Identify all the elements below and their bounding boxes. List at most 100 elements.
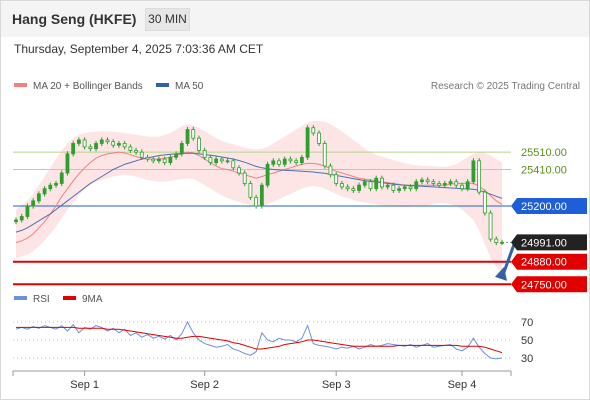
candle	[19, 213, 24, 223]
candle-body	[242, 172, 247, 184]
level-label-text: 24991.00	[521, 237, 567, 249]
bollinger-band	[16, 120, 502, 273]
candle	[25, 203, 30, 220]
x-tick-label: Sep 3	[322, 379, 351, 391]
legend-rsi-ma-label: 9MA	[82, 294, 103, 305]
candle	[448, 179, 453, 187]
candle	[460, 182, 464, 192]
candle	[477, 158, 482, 195]
candle	[317, 130, 321, 147]
rsi-swatch	[14, 296, 27, 301]
candle	[48, 182, 53, 192]
candle-body	[111, 141, 116, 146]
candle	[482, 189, 487, 216]
level-label-bg	[511, 276, 587, 293]
candle	[282, 156, 287, 167]
candle	[71, 140, 76, 157]
candle-body	[494, 238, 499, 243]
candle	[248, 180, 253, 200]
level-label-text: 24880.00	[521, 257, 567, 269]
candle	[362, 179, 367, 188]
candle-body	[442, 183, 447, 186]
candle	[145, 154, 150, 162]
candle	[208, 154, 213, 166]
candle	[305, 125, 310, 160]
candle-body	[328, 165, 333, 176]
candle	[391, 182, 396, 193]
candle	[385, 182, 390, 190]
candle-body	[340, 183, 344, 188]
candle	[368, 179, 373, 192]
candle-body	[334, 174, 339, 184]
level-label-bg	[511, 198, 587, 215]
candle	[168, 154, 173, 166]
ma50-line	[15, 152, 503, 233]
candle	[36, 191, 41, 204]
legend-ma50: MA 50	[156, 81, 203, 92]
x-tick-label: Sep 2	[190, 379, 219, 391]
candle	[54, 180, 58, 188]
candle	[414, 179, 419, 192]
candle-body	[94, 143, 98, 150]
candle	[311, 125, 316, 136]
candle-body	[162, 158, 167, 163]
candle	[374, 175, 379, 192]
candle-body	[254, 196, 259, 207]
x-tick-label: Sep 4	[448, 379, 477, 391]
candle	[179, 140, 184, 157]
candle-body	[174, 153, 178, 158]
candle-body	[168, 156, 173, 163]
candle	[345, 184, 350, 192]
level-label-text: 25410.00	[521, 165, 567, 177]
candle-body	[357, 184, 361, 191]
candle-body	[202, 149, 207, 158]
candle-body	[385, 184, 390, 188]
candle	[14, 217, 18, 225]
candle-body	[237, 167, 241, 174]
interval-selector[interactable]: 30 MIN	[145, 8, 190, 31]
candle-body	[54, 183, 58, 186]
candle	[242, 170, 247, 187]
candle	[191, 126, 196, 141]
candle-body	[408, 186, 413, 190]
candle	[185, 126, 190, 147]
candle	[265, 161, 270, 188]
candle-body	[122, 143, 127, 148]
candle	[82, 137, 87, 150]
candle-body	[48, 184, 53, 190]
level-label-bg	[511, 234, 587, 251]
candle-body	[259, 184, 264, 207]
candle-body	[99, 139, 104, 144]
candle-body	[157, 158, 161, 162]
candle	[425, 177, 430, 185]
candle	[99, 137, 104, 147]
level-label-text: 25200.00	[521, 201, 567, 213]
candle	[442, 180, 447, 188]
rsi-ma-line	[16, 326, 503, 354]
candle-body	[477, 160, 482, 193]
candle	[225, 158, 230, 164]
chart-header: Hang Seng (HKFE) 30 MIN	[1, 1, 589, 37]
candle-body	[454, 181, 459, 186]
candle	[299, 154, 304, 166]
candle-body	[282, 158, 287, 165]
level-label-4: 24880.00	[511, 253, 587, 270]
candle	[134, 147, 138, 155]
candle	[351, 186, 356, 193]
candle	[271, 158, 276, 167]
candle-body	[248, 183, 253, 198]
candle	[202, 147, 207, 160]
level-label-2: 25200.00	[511, 198, 587, 215]
candle-body	[145, 156, 150, 160]
ma20-line	[15, 151, 503, 244]
candle	[237, 165, 241, 176]
candle	[494, 236, 499, 246]
level-label-0: 25510.00	[521, 147, 567, 159]
ma20-swatch	[14, 83, 27, 88]
candle-body	[305, 127, 310, 158]
candle	[357, 182, 361, 193]
rsi-tick-label: 70	[521, 317, 533, 329]
candle-body	[219, 158, 224, 162]
candle-body	[277, 160, 281, 165]
